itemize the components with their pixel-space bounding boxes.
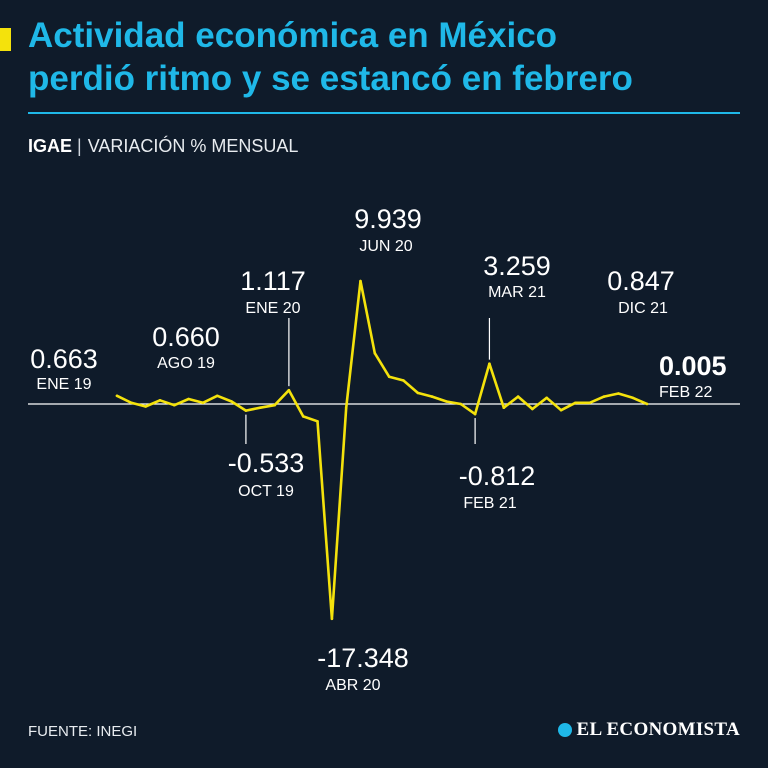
data-label-period-feb-21: FEB 21: [463, 495, 516, 512]
data-point-sep-21: [574, 401, 577, 405]
brand-name: EL ECONOMISTA: [576, 719, 740, 740]
series-line: [115, 279, 649, 621]
data-point-jul-19: [201, 401, 205, 405]
data-point-mar-19: [144, 405, 147, 408]
data-point-may-20: [344, 406, 348, 410]
data-point-abr-20: [330, 617, 334, 621]
data-label-period-ene-20: ENE 20: [245, 300, 300, 317]
data-point-oct-21: [588, 401, 591, 405]
data-label-value-mar-21: 3.259: [483, 251, 551, 281]
data-point-abr-19: [158, 399, 162, 402]
data-point-feb-20: [301, 415, 305, 418]
data-point-dic-21: [617, 392, 620, 395]
data-point-jul-20: [373, 351, 377, 355]
data-label-value-dic-21: 0.847: [607, 266, 675, 296]
brand-logo: EL ECONOMISTA: [557, 719, 741, 741]
data-point-sep-19: [230, 400, 233, 403]
data-point-may-19: [173, 403, 176, 407]
page-title: Actividad económica en México perdió rit…: [28, 14, 748, 100]
data-point-mar-20: [316, 420, 319, 423]
data-point-jun-19: [187, 397, 190, 401]
data-label-period-oct-19: OCT 19: [238, 483, 294, 500]
data-point-nov-20: [430, 395, 434, 398]
data-point-nov-19: [258, 406, 262, 410]
data-point-jul-21: [545, 396, 548, 400]
data-point-dic-20: [445, 400, 448, 403]
data-point-abr-21: [502, 406, 506, 410]
data-label-period-ene-19: ENE 19: [36, 376, 91, 393]
data-label-period-dic-21: DIC 21: [618, 300, 668, 317]
data-point-feb-22: [645, 402, 649, 406]
title-line-1: Actividad económica en México: [28, 16, 558, 55]
data-point-jun-20: [359, 279, 362, 283]
data-label-value-jun-20: 9.939: [354, 204, 422, 234]
data-label-period-jun-20: JUN 20: [359, 238, 412, 255]
chart-subtitle: IGAE | VARIACIÓN % MENSUAL: [28, 136, 298, 157]
data-point-may-21: [516, 395, 520, 398]
data-point-dic-19: [273, 403, 276, 407]
data-point-jun-21: [531, 407, 534, 411]
data-point-ene-21: [459, 402, 463, 406]
data-point-feb-19: [130, 401, 133, 405]
data-point-ago-19: [216, 394, 219, 398]
data-point-nov-21: [602, 395, 606, 398]
data-point-ene-20: [287, 388, 291, 392]
data-point-ene-22: [631, 396, 634, 400]
data-point-feb-21: [473, 412, 477, 416]
data-point-ago-20: [387, 375, 391, 379]
data-label-value-abr-20: -17.348: [317, 643, 409, 673]
data-point-ene-19: [115, 394, 119, 398]
data-label-value-feb-22: 0.005: [659, 351, 727, 381]
accent-bar: [0, 28, 11, 51]
data-label-period-feb-22: FEB 22: [659, 384, 712, 401]
data-label-value-ago-19: 0.660: [152, 322, 220, 352]
data-label-period-mar-21: MAR 21: [488, 284, 546, 301]
data-point-sep-20: [402, 379, 405, 382]
data-label-period-ago-19: AGO 19: [157, 355, 215, 372]
title-divider: [28, 112, 740, 114]
subtitle-measure: VARIACIÓN % MENSUAL: [87, 136, 299, 156]
data-point-ago-21: [559, 408, 563, 412]
data-point-oct-20: [416, 391, 420, 395]
data-label-value-ene-19: 0.663: [30, 344, 98, 374]
title-line-2: perdió ritmo y se estancó en febrero: [28, 59, 633, 98]
subtitle-indicator: IGAE: [28, 136, 73, 156]
data-point-oct-19: [244, 409, 248, 412]
data-label-value-ene-20: 1.117: [240, 266, 306, 296]
data-point-mar-21: [488, 362, 491, 366]
brand-icon: [557, 723, 572, 737]
data-label-period-abr-20: ABR 20: [325, 677, 380, 694]
data-label-value-feb-21: -0.812: [459, 461, 536, 491]
subtitle-separator: |: [77, 136, 82, 156]
source-note: FUENTE: INEGI: [28, 723, 138, 740]
data-label-value-oct-19: -0.533: [228, 448, 305, 478]
